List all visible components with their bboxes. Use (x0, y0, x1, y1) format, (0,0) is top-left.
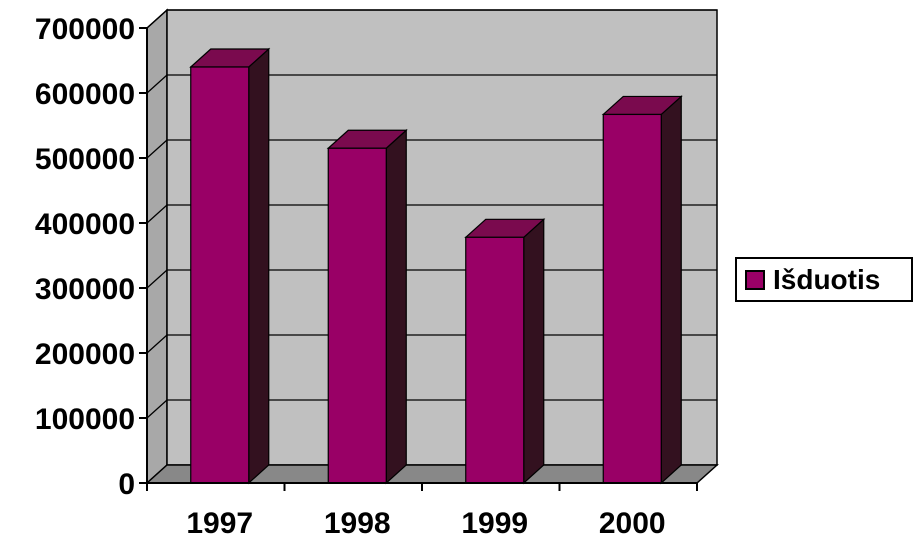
bar-side (385, 128, 407, 485)
bar (326, 128, 408, 485)
bar-front (465, 236, 525, 484)
y-tick-label: 600000 (35, 78, 135, 111)
y-tick-label: 200000 (35, 338, 135, 371)
x-tick-label: 1998 (324, 507, 391, 540)
x-tick-label: 1999 (461, 507, 528, 540)
gridline (146, 9, 717, 29)
bar-side (660, 95, 682, 485)
side-wall (146, 8, 168, 485)
bar-front (602, 113, 662, 484)
y-tick-label: 300000 (35, 273, 135, 306)
y-tick-label: 700000 (35, 13, 135, 46)
bar-front (327, 147, 387, 484)
x-tick-label: 2000 (599, 507, 666, 540)
x-axis-ticks: 1997 1998 1999 2000 (146, 483, 698, 540)
bars (189, 47, 683, 485)
bar (464, 217, 546, 485)
gridline (146, 139, 717, 159)
y-tick-label: 500000 (35, 143, 135, 176)
bar-side (248, 47, 270, 485)
x-tick-label: 1997 (186, 507, 253, 540)
y-axis-ticks: 0 100000 200000 300000 400000 500000 600000 700… (35, 13, 147, 501)
bar (189, 47, 271, 485)
gridline (146, 74, 717, 94)
legend-label: Išduotis (773, 263, 881, 295)
bar (601, 95, 683, 485)
y-tick-label: 100000 (35, 403, 135, 436)
legend-swatch (745, 269, 765, 290)
bar-front (190, 66, 250, 484)
y-tick-label: 0 (118, 468, 135, 501)
bar-side (523, 217, 545, 485)
gridline (146, 204, 717, 224)
y-tick-label: 400000 (35, 208, 135, 241)
legend: Išduotis (735, 257, 913, 302)
